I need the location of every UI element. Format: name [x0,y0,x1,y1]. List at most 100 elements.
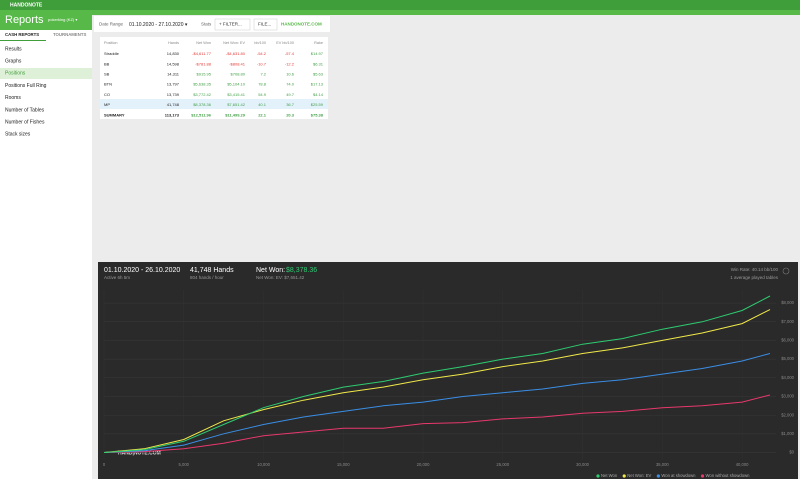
user-menu[interactable]: pokerking (KZ) ▾ [48,17,77,22]
stats-label: Stats [201,22,212,27]
table-cell: $5,638.35 [193,82,212,87]
filter-button[interactable] [214,18,251,31]
sidebar-item[interactable]: Results [5,46,22,52]
legend-swatch[interactable] [596,474,600,478]
file-button[interactable] [253,18,278,31]
table-cell: 22.1 [258,112,267,117]
table-cell: -12.2 [285,61,295,66]
table-cell: Straddle [104,51,120,56]
legend-swatch[interactable] [656,474,660,478]
column-header: Net Won [196,41,211,45]
settings-icon[interactable] [782,267,790,275]
table-cell: $915.95 [197,71,212,76]
sidebar-item[interactable]: Positions Full Ring [5,83,47,89]
series-line [103,394,771,453]
table-cell: $5.63 [313,71,324,76]
table-cell: $11,499.29 [225,112,246,117]
table-cell: $7,651.42 [227,102,246,107]
table-cell: -$4,611.77 [192,51,212,56]
legend-label[interactable]: Won without showdown [706,473,751,478]
logo: HANDONOTE.COM [281,22,322,27]
sidebar-item[interactable]: Rooms [5,95,21,101]
table-cell: MP [104,102,110,107]
table-cell: -54.2 [257,51,267,56]
panel-hands: 41,748 Hands [190,267,234,274]
legend-label[interactable]: Net Won [601,473,618,478]
sidebar-item[interactable]: Stack sizes [5,132,31,138]
series-line [103,309,771,453]
table-cell: $4.14 [313,92,324,97]
x-tick-label: 0 [103,462,106,467]
y-tick-label: $6,000 [781,338,794,343]
net-won-label: Net Won: [256,267,285,274]
table-cell: 113,173 [165,112,180,117]
table-cell: -$808.41 [229,61,246,66]
y-tick-label: $7,000 [781,319,794,324]
column-header: Hands [168,41,179,45]
table-cell: $14.97 [311,51,324,56]
sidebar-item[interactable]: Positions [5,71,26,77]
table-cell: $8,378.36 [193,102,212,107]
file-label[interactable]: FILE... [258,22,271,27]
legend-label[interactable]: Net Won: EV [627,473,651,478]
column-header: Rake [314,41,323,45]
sidebar-item[interactable]: Number of Tables [5,107,45,113]
y-tick-label: $0 [789,450,794,455]
column-header: EV bb/100 [276,41,294,45]
legend-label[interactable]: Won at showdown [661,473,696,478]
table-cell: 13,739 [167,92,180,97]
table-cell: $5,104.10 [227,82,246,87]
x-tick-label: 30,000 [576,462,589,467]
table-cell: $3,772.42 [193,92,212,97]
table-cell: 13,797 [167,82,180,87]
sidebar-tab[interactable]: CASH REPORTS [5,32,39,37]
table-cell: SB [104,71,110,76]
table-cell: 10.6 [286,71,295,76]
table-cell: -10.7 [257,61,267,66]
table-cell: -$4,631.80 [226,51,246,56]
legend-swatch[interactable] [622,474,626,478]
table-cell: CO [104,92,110,97]
filter-label[interactable]: + FILTER... [219,22,242,27]
x-tick-label: 25,000 [496,462,509,467]
table-cell: 49.7 [286,92,295,97]
table-cell: $708.80 [231,71,246,76]
table-cell: 40.1 [258,102,267,107]
y-tick-label: $3,000 [781,394,794,399]
x-tick-label: 5,000 [179,462,190,467]
table-cell: 74.0 [286,82,295,87]
y-tick-label: $5,000 [781,356,794,361]
table-cell: $25.59 [311,102,324,107]
table-cell: -57.4 [285,51,295,56]
series-line [103,353,771,453]
table-cell: 41,748 [167,102,180,107]
sidebar [0,30,92,479]
panel-date: 01.10.2020 - 26.10.2020 [104,267,180,274]
top-bar [0,0,800,10]
column-header: bb/100 [254,41,266,45]
date-label: Date Range [99,22,124,27]
net-won: $8,378.36 [286,267,317,274]
y-tick-label: $8,000 [781,300,794,305]
table-cell: $17.13 [311,82,324,87]
table-cell: $3,415.41 [227,92,246,97]
x-tick-label: 15,000 [337,462,350,467]
table-cell: 14,311 [167,71,180,76]
x-tick-label: 40,000 [736,462,749,467]
table-cell: 14,598 [167,61,180,66]
table-cell: 20.3 [286,112,295,117]
sidebar-item[interactable]: Graphs [5,59,22,65]
table-cell: 36.7 [286,102,295,107]
table-cell: -$781.88 [195,61,212,66]
sidebar-tab[interactable]: TOURNAMENTS [53,32,86,37]
legend-swatch[interactable] [700,474,705,478]
sidebar-item[interactable]: Number of Fishes [5,120,45,126]
date-range[interactable]: 01.10.2020 - 27.10.2020 ▾ [129,22,188,28]
x-tick-label: 10,000 [257,462,270,467]
column-header: Net Won: EV [223,41,245,45]
header-strip [0,10,800,15]
table-cell: 7.2 [260,71,266,76]
win-rate: Win Rate: 40.14 bb/100 [731,267,779,272]
